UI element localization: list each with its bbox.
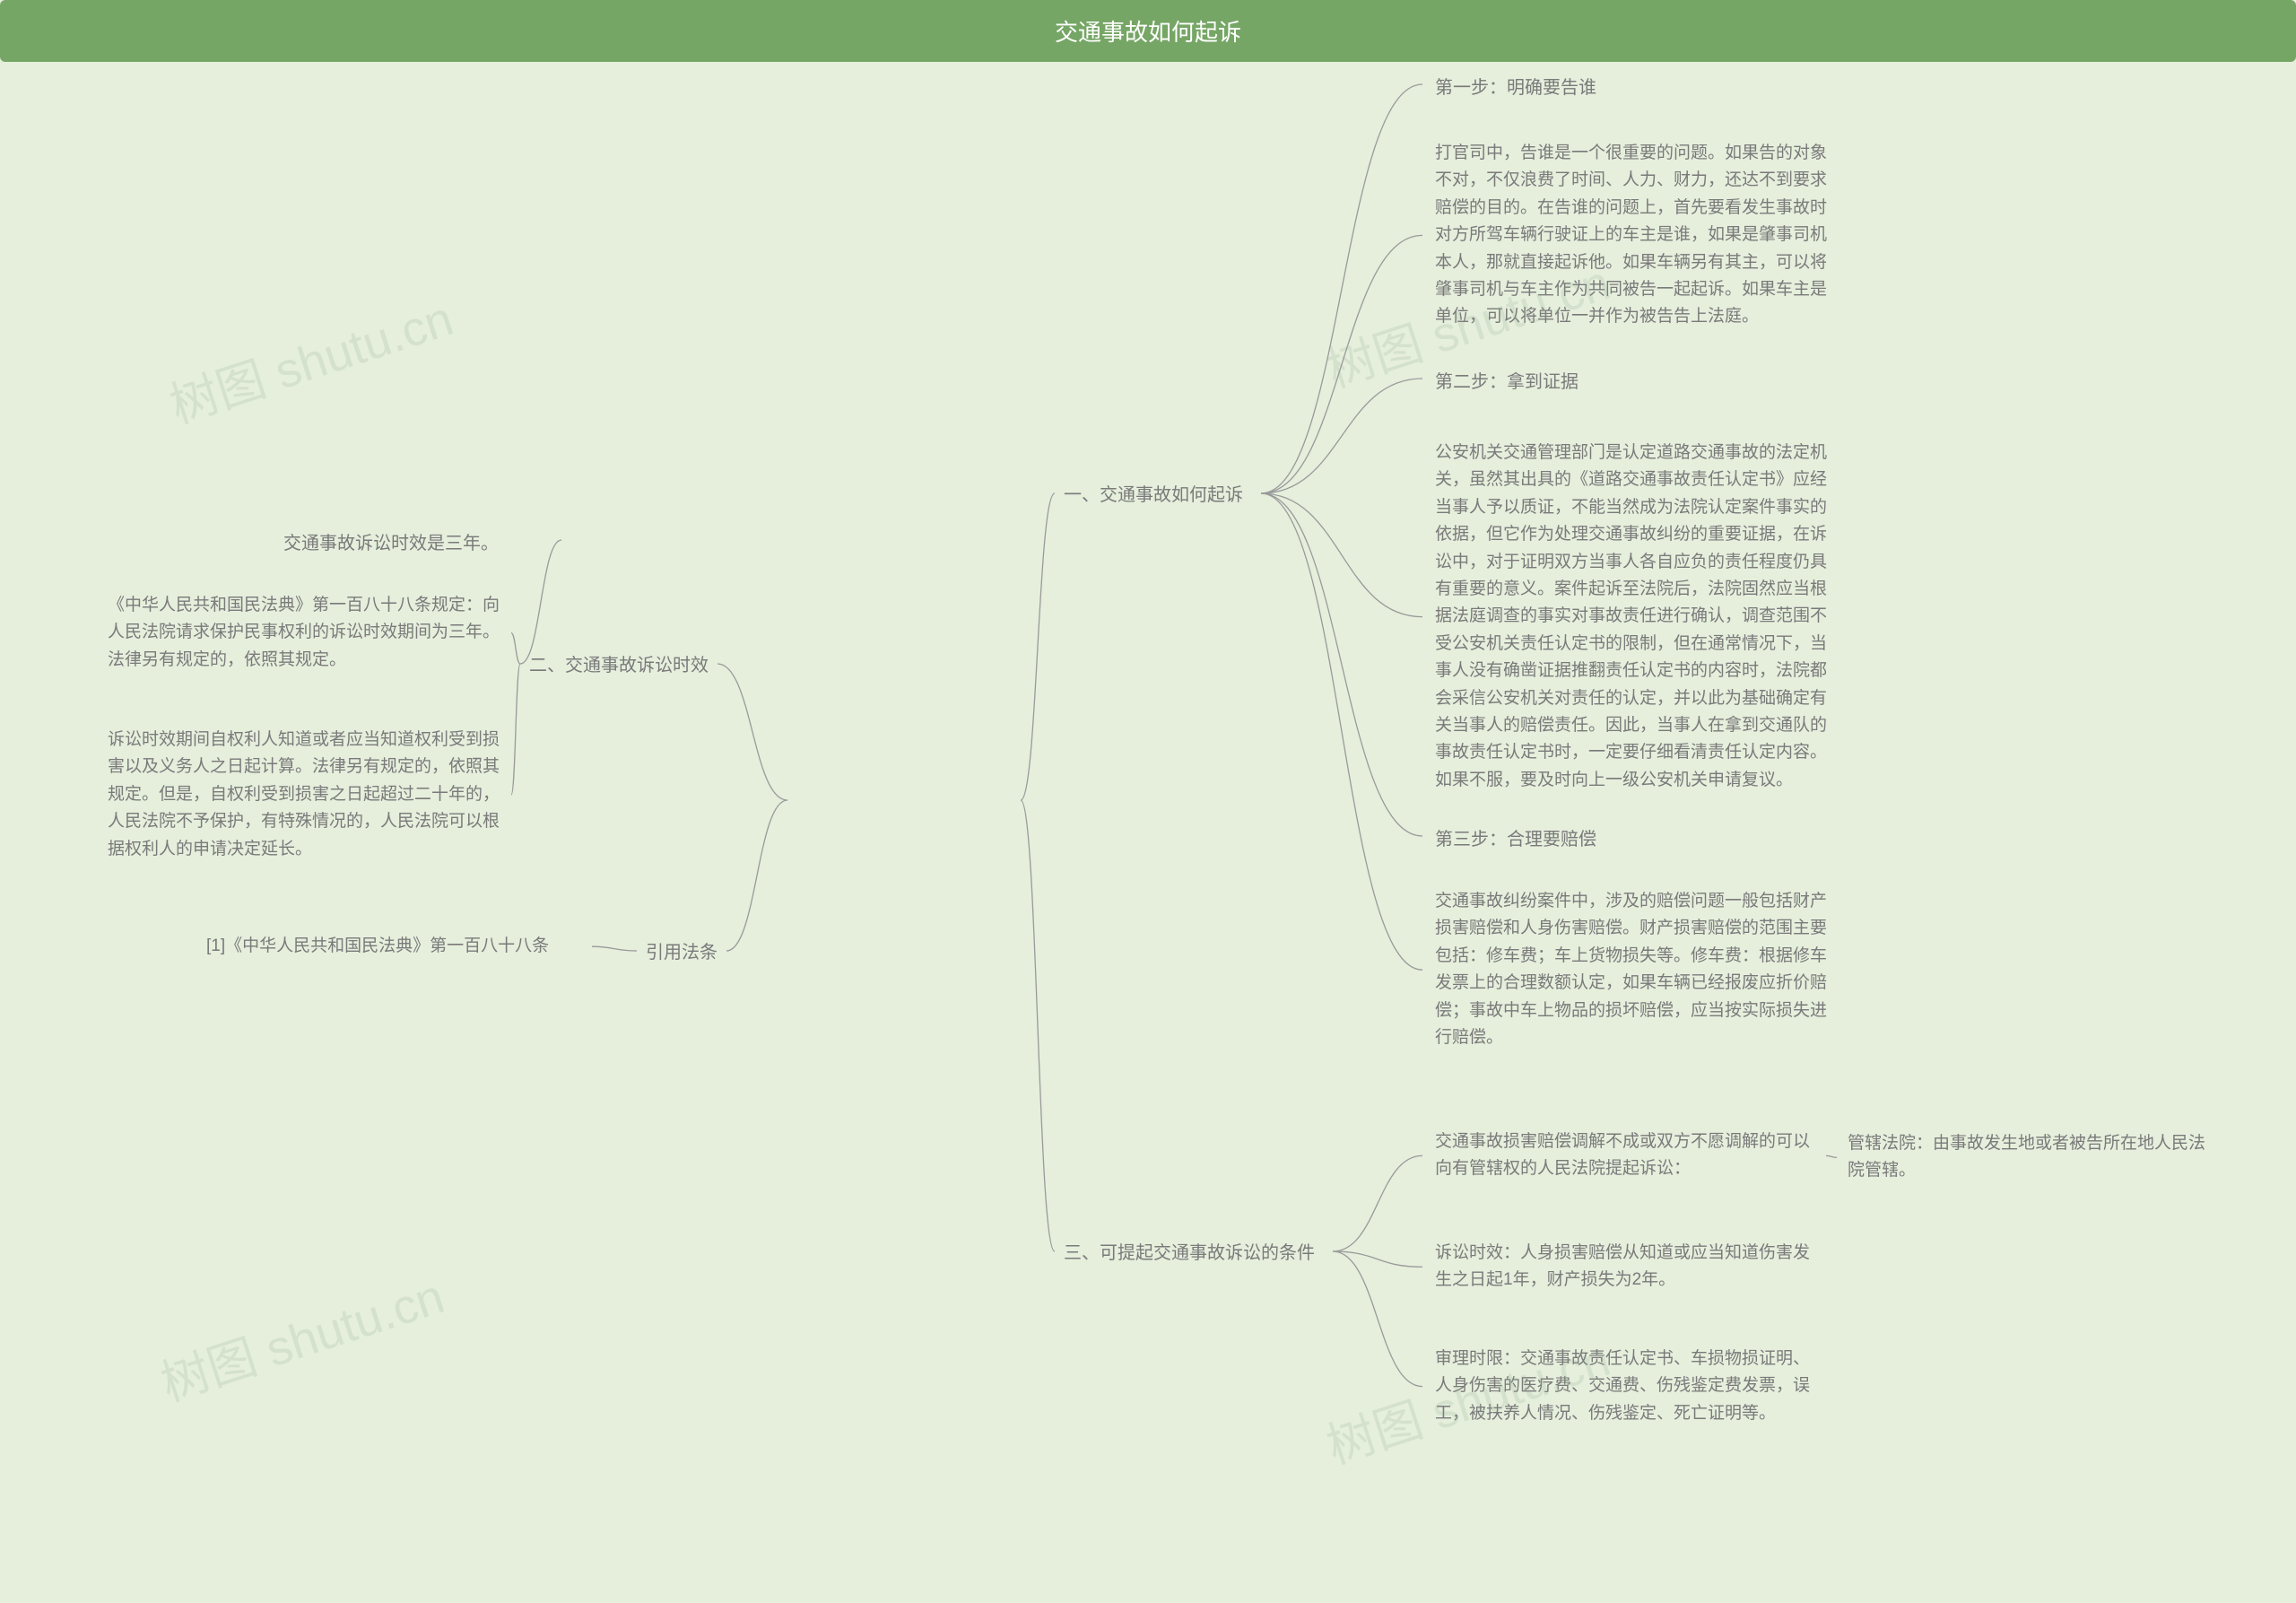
branch-left-1-leaf-0: [1]《中华人民共和国民法典》第一百八十八条 bbox=[206, 933, 583, 960]
branch-right-1-leaf-1: 诉讼时效：人身损害赔偿从知道或应当知道伤害发生之日起1年，财产损失为2年。 bbox=[1435, 1240, 1821, 1294]
branch-right-0-leaf-1: 打官司中，告谁是一个很重要的问题。如果告的对象不对，不仅浪费了时间、人力、财力，… bbox=[1435, 140, 1830, 331]
branch-right-1-leaf-2: 审理时限：交通事故责任认定书、车损物损证明、人身伤害的医疗费、交通费、伤残鉴定费… bbox=[1435, 1346, 1821, 1427]
branch-right-1-label: 三、可提起交通事故诉讼的条件 bbox=[1064, 1239, 1315, 1268]
branch-right-1-leaf-0-sub: 管辖法院：由事故发生地或者被告所在地人民法院管辖。 bbox=[1848, 1130, 2206, 1185]
branch-right-0-leaf-2: 第二步：拿到证据 bbox=[1435, 368, 1632, 396]
branch-right-0-leaf-0: 第一步：明确要告谁 bbox=[1435, 74, 1632, 102]
branch-right-1-leaf-0: 交通事故损害赔偿调解不成或双方不愿调解的可以向有管辖权的人民法院提起诉讼： bbox=[1435, 1128, 1821, 1183]
branch-left-0-label: 二、交通事故诉讼时效 bbox=[529, 651, 709, 680]
branch-left-1-label: 引用法条 bbox=[646, 938, 718, 967]
branch-left-0-leaf-1: 《中华人民共和国民法典》第一百八十八条规定：向人民法院请求保护民事权利的诉讼时效… bbox=[108, 592, 502, 674]
branch-right-0-leaf-5: 交通事故纠纷案件中，涉及的赔偿问题一般包括财产损害赔偿和人身伤害赔偿。财产损害赔… bbox=[1435, 888, 1830, 1051]
branch-left-0-leaf-0: 交通事故诉讼时效是三年。 bbox=[283, 529, 552, 558]
branch-left-0-leaf-2: 诉讼时效期间自权利人知道或者应当知道权利受到损害以及义务人之日起计算。法律另有规… bbox=[108, 727, 502, 863]
branch-right-0-label: 一、交通事故如何起诉 bbox=[1064, 481, 1243, 510]
branch-right-0-leaf-3: 公安机关交通管理部门是认定道路交通事故的法定机关，虽然其出具的《道路交通事故责任… bbox=[1435, 440, 1830, 794]
branch-right-0-leaf-4: 第三步：合理要赔偿 bbox=[1435, 825, 1632, 854]
